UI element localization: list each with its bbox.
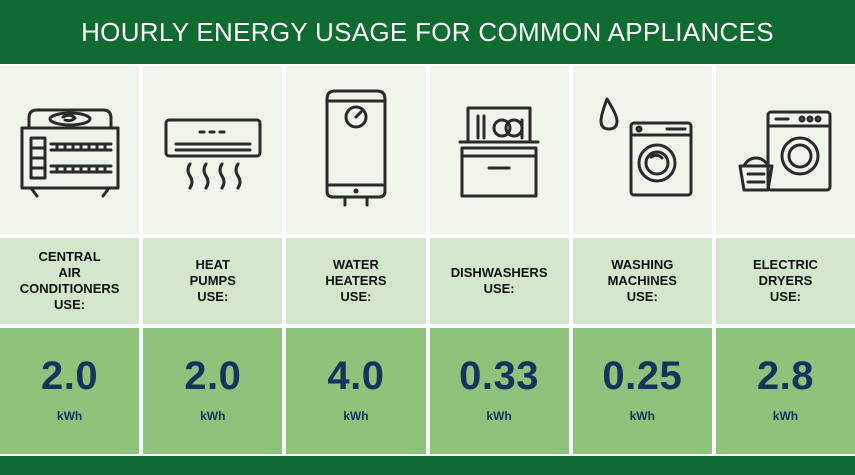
- appliance-label: CENTRAL AIR CONDITIONERS USE:: [0, 238, 140, 324]
- appliance-column-water-heaters: WATER HEATERS USE: 4.0 kWh: [286, 66, 426, 454]
- energy-value: 2.0: [41, 353, 99, 398]
- energy-unit: kWh: [56, 408, 83, 423]
- appliance-label: HEAT PUMPS USE:: [143, 238, 283, 324]
- appliance-column-heat-pumps: HEAT PUMPS USE: 2.0 kWh: [143, 66, 283, 454]
- energy-value: 0.33: [459, 353, 540, 398]
- icon-panel: [572, 66, 712, 234]
- energy-unit: kWh: [486, 408, 512, 423]
- energy-unit: kWh: [772, 408, 799, 423]
- energy-value: 4.0: [327, 353, 385, 398]
- page-title: HOURLY ENERGY USAGE FOR COMMON APPLIANCE…: [0, 0, 855, 64]
- value-panel: 2.0 kWh: [143, 328, 283, 454]
- icon-panel: [715, 66, 855, 234]
- icon-panel: [286, 66, 426, 234]
- appliance-label: WASHING MACHINES USE:: [572, 238, 712, 324]
- value-panel: 0.33 kWh: [429, 328, 569, 454]
- icon-panel: [0, 66, 140, 234]
- energy-unit: kWh: [200, 408, 226, 423]
- appliance-label: DISHWASHERS USE:: [429, 238, 569, 324]
- value-panel: 2.8 kWh: [715, 328, 855, 454]
- heat-pump-icon: [164, 118, 262, 190]
- washing-machine-icon: [599, 97, 693, 197]
- appliance-column-washing-machines: WASHING MACHINES USE: 0.25 kWh: [572, 66, 712, 454]
- electric-dryer-icon: [738, 110, 832, 192]
- energy-unit: kWh: [343, 408, 369, 423]
- value-panel: 4.0 kWh: [286, 328, 426, 454]
- energy-value: 2.8: [756, 353, 814, 398]
- appliance-label: ELECTRIC DRYERS USE:: [715, 238, 855, 324]
- appliance-column-dishwashers: DISHWASHERS USE: 0.33 kWh: [429, 66, 569, 454]
- air-conditioner-icon: [20, 108, 120, 198]
- value-panel: 0.25 kWh: [572, 328, 712, 454]
- water-heater-icon: [325, 89, 387, 207]
- appliance-label: WATER HEATERS USE:: [286, 238, 426, 324]
- icon-panel: [429, 66, 569, 234]
- icon-panel: [143, 66, 283, 234]
- energy-value: 0.25: [602, 353, 683, 398]
- footer-bar: [0, 456, 855, 475]
- appliance-column-electric-dryers: ELECTRIC DRYERS USE: 2.8 kWh: [715, 66, 855, 454]
- value-panel: 2.0 kWh: [0, 328, 140, 454]
- energy-unit: kWh: [629, 408, 655, 423]
- dishwasher-icon: [458, 106, 540, 198]
- appliance-column-central-ac: CENTRAL AIR CONDITIONERS USE: 2.0 kWh: [0, 66, 140, 454]
- appliance-grid: CENTRAL AIR CONDITIONERS USE: 2.0 kWh HE…: [0, 66, 855, 454]
- energy-value: 2.0: [184, 353, 242, 398]
